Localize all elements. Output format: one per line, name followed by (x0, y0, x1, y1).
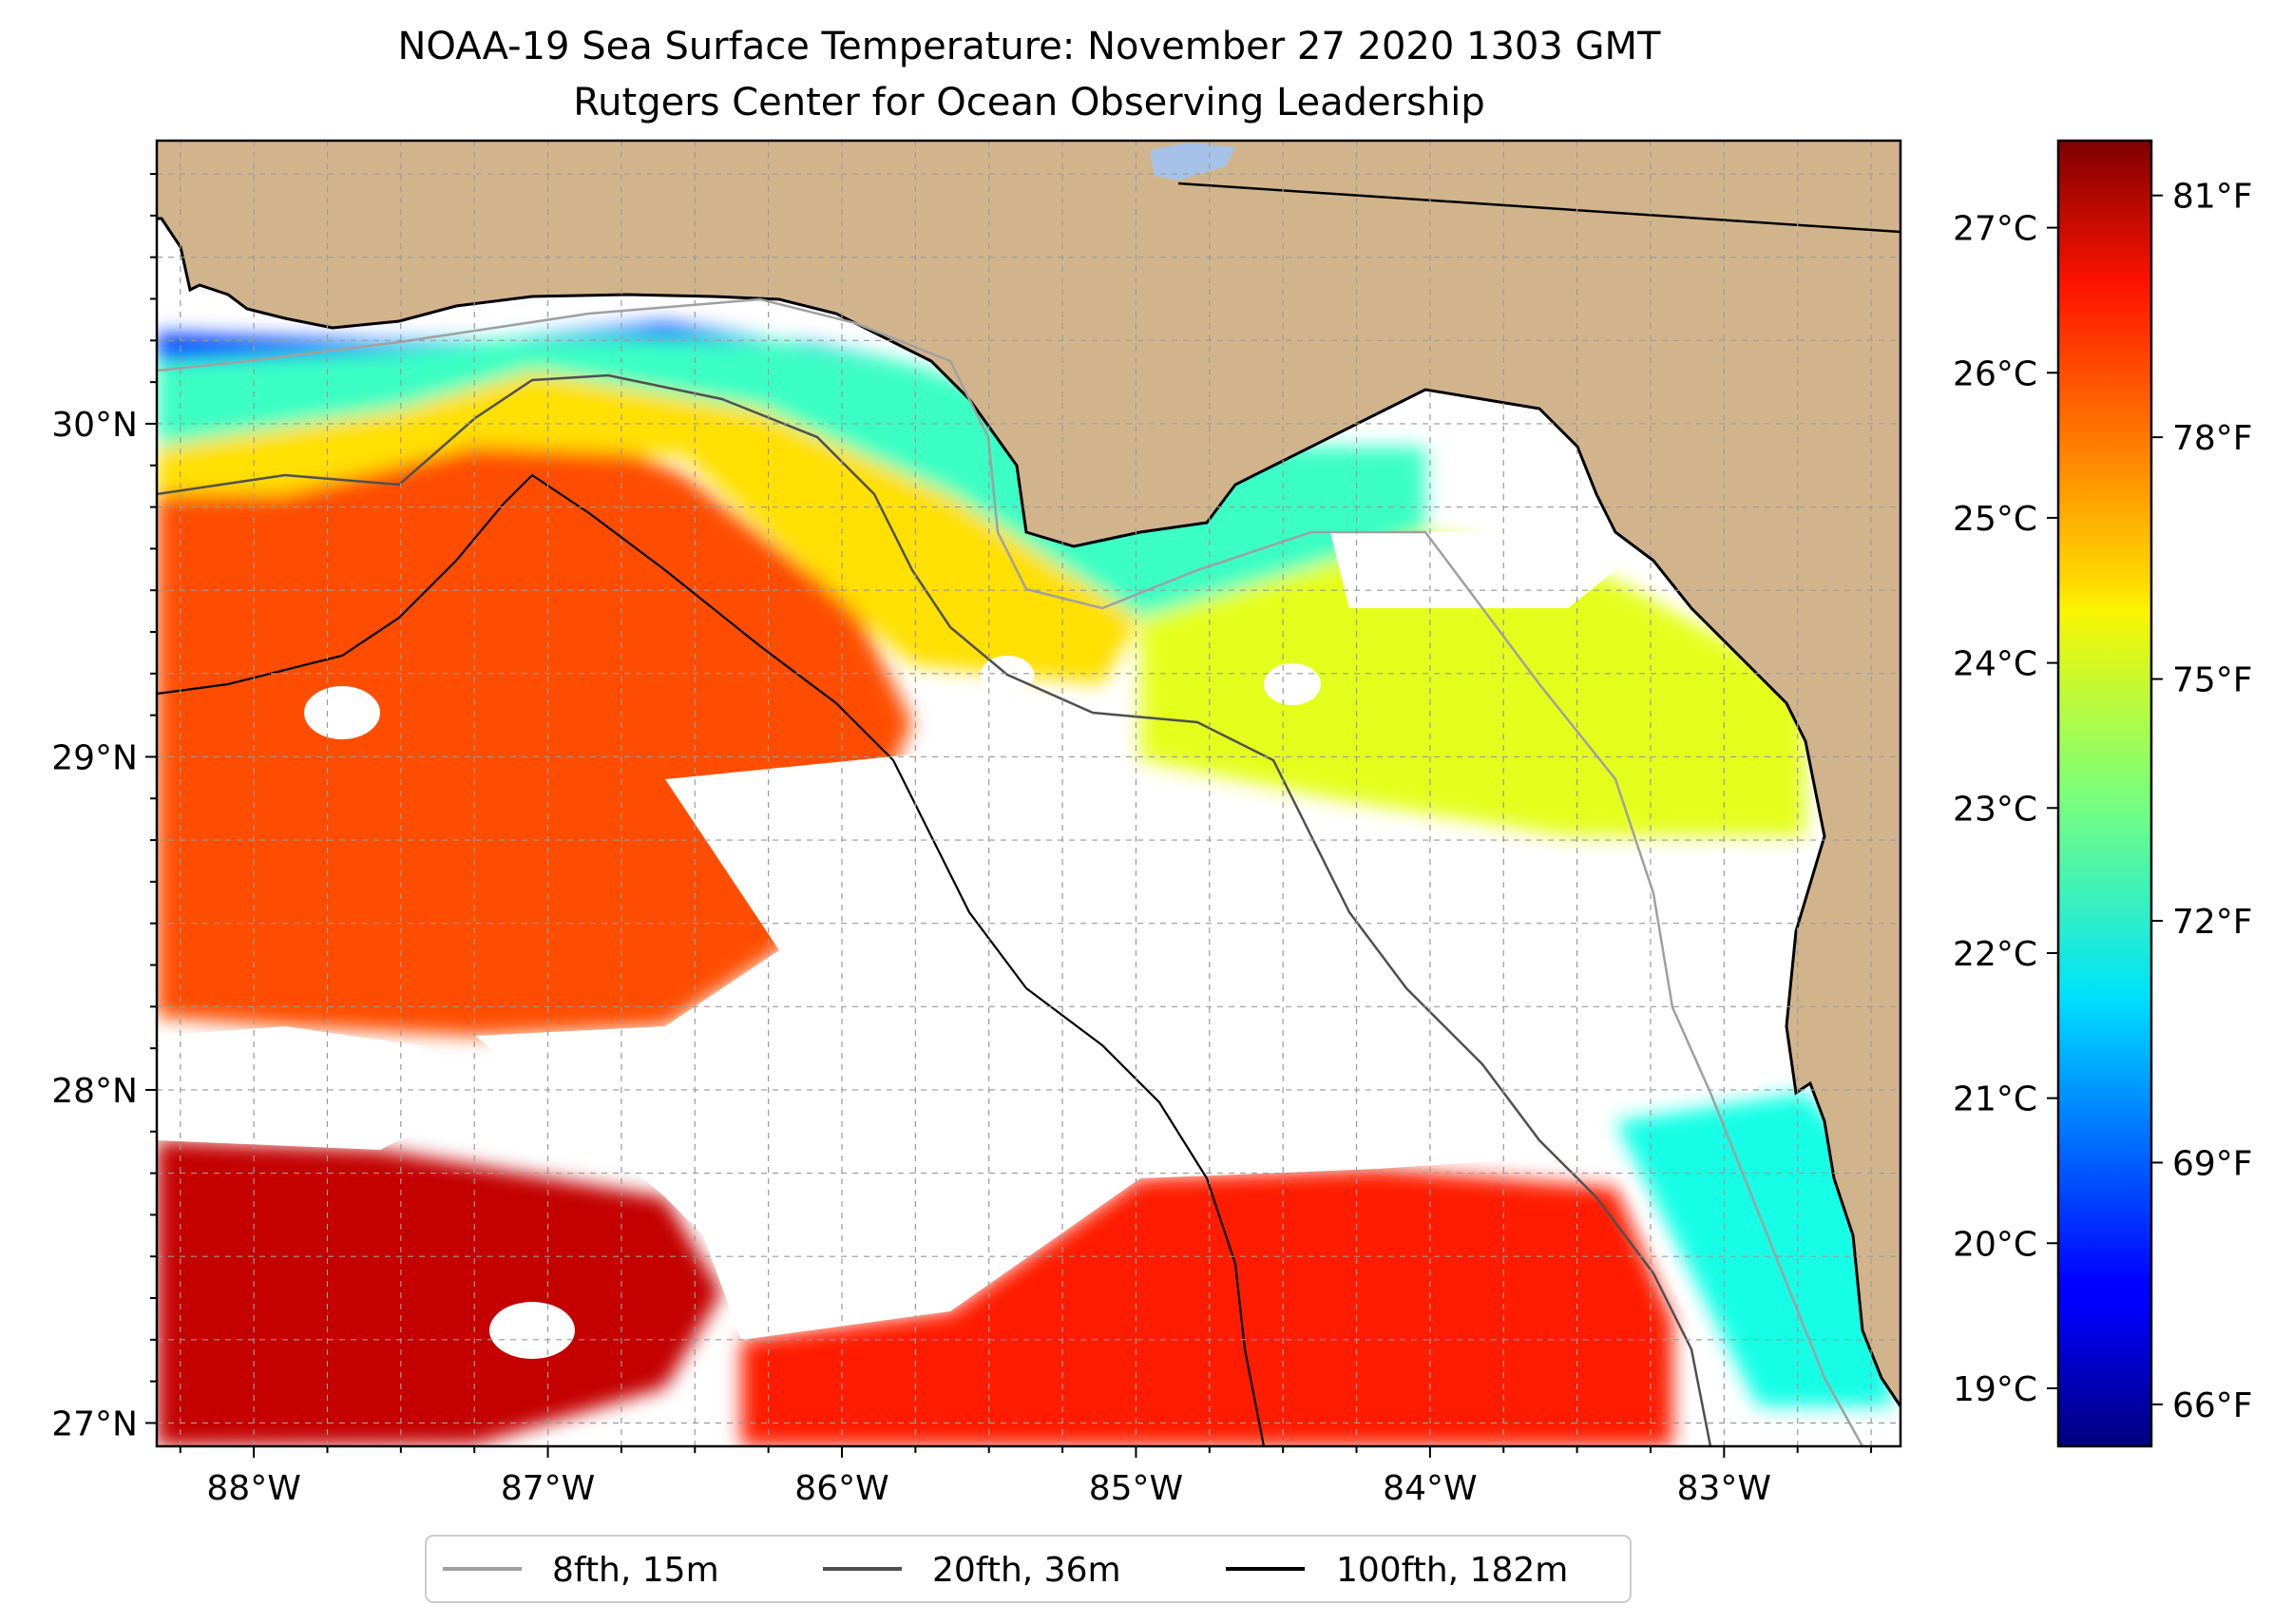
y-tick-label: 29°N (51, 738, 138, 777)
colorbar-fahrenheit-label: 72°F (2172, 903, 2253, 942)
sst-region-south-open-gulf (741, 1169, 1672, 1446)
sst-region-north-shelf-mid-band (157, 323, 1425, 618)
legend-label-20fth: 20fth, 36m (932, 1551, 1121, 1590)
y-tick-label: 30°N (51, 406, 138, 445)
x-tick-label: 88°W (206, 1469, 300, 1508)
state-border (1177, 182, 1900, 234)
colorbar: 19°C 20°C 21°C 22°C 23°C 24°C 25°C 26°C 27°C 66°… (1953, 139, 2253, 1448)
cloud-patch-small-1 (304, 686, 380, 739)
colorbar-celsius-label: 19°C (1953, 1370, 2037, 1409)
land-mass (157, 141, 1900, 1406)
x-tick-label: 83°W (1677, 1469, 1771, 1508)
legend-label-8fth: 8fth, 15m (552, 1551, 719, 1590)
colorbar-celsius-label: 21°C (1953, 1080, 2037, 1119)
cloud-patch-east (1330, 532, 1615, 608)
sst-region-north-shelf-warm-band (157, 371, 1140, 684)
isobath-100fth (157, 473, 1266, 1446)
isobath-legend: 8fth, 15m 20fth, 36m 100fth, 182m (425, 1535, 1632, 1603)
map-frame (155, 139, 1902, 1448)
sst-region-west-open-gulf (157, 409, 912, 1036)
y-axis: 30°N 29°N 28°N 27°N (51, 173, 157, 1443)
colorbar-fahrenheit-label: 66°F (2172, 1386, 2253, 1425)
lake (1150, 143, 1235, 181)
chart-subtitle: Rutgers Center for Ocean Observing Leade… (573, 81, 1485, 124)
cloud-patch-small-4 (489, 1302, 575, 1359)
sst-region-southwest-warm-eddy (157, 1140, 722, 1446)
colorbar-fahrenheit-label: 81°F (2172, 178, 2253, 217)
coastline (157, 217, 1900, 1407)
colorbar-celsius-label: 26°C (1953, 354, 2037, 393)
isobath-8fth (157, 297, 1864, 1446)
isobath-20fth (157, 373, 1712, 1446)
cloud-patch-small-2 (1264, 663, 1321, 705)
sst-region-big-bend-shelf (1140, 532, 1805, 836)
colorbar-celsius-label: 24°C (1953, 645, 2037, 684)
colorbar-fahrenheit-label: 75°F (2172, 661, 2253, 700)
y-tick-label: 28°N (51, 1072, 138, 1111)
x-tick-label: 85°W (1089, 1469, 1183, 1508)
x-axis: 88°W 87°W 86°W 85°W 84°W 83°W (179, 1446, 1873, 1508)
cloud-patch-central (475, 741, 1520, 1340)
colorbar-celsius-label: 23°C (1953, 790, 2037, 829)
cloud-mask (157, 532, 1881, 1359)
map-panel (157, 141, 1900, 1446)
gridlines (157, 141, 1900, 1446)
colorbar-celsius-label: 27°C (1953, 210, 2037, 249)
sst-region-north-shelf-cold-band (157, 323, 903, 361)
cloud-patch-west (157, 1026, 456, 1150)
x-tick-label: 84°W (1383, 1469, 1477, 1508)
colorbar-fahrenheit-label: 69°F (2172, 1144, 2253, 1183)
colorbar-celsius-label: 25°C (1953, 500, 2037, 539)
sst-region-southeast-shelf (1615, 1093, 1891, 1406)
colorbar-gradient (2056, 139, 2153, 1448)
colorbar-celsius-label: 22°C (1953, 935, 2037, 974)
colorbar-fahrenheit-axis: 66°F 69°F 72°F 75°F 78°F 81°F (2151, 178, 2253, 1425)
colorbar-fahrenheit-label: 78°F (2172, 419, 2253, 458)
legend-label-100fth: 100fth, 182m (1336, 1551, 1568, 1590)
colorbar-celsius-axis: 19°C 20°C 21°C 22°C 23°C 24°C 25°C 26°C 27°C (1953, 210, 2058, 1409)
colorbar-celsius-label: 20°C (1953, 1225, 2037, 1264)
chart-title: NOAA-19 Sea Surface Temperature: Novembe… (398, 25, 1662, 68)
sst-field (157, 323, 1891, 1446)
legend-box (425, 1535, 1632, 1603)
y-tick-label: 27°N (51, 1404, 138, 1443)
x-tick-label: 86°W (794, 1469, 888, 1508)
x-tick-label: 87°W (501, 1469, 595, 1508)
